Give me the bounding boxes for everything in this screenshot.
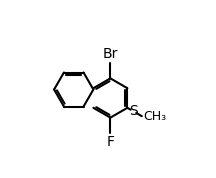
Text: S: S bbox=[129, 104, 138, 118]
Text: F: F bbox=[106, 135, 114, 149]
Text: Br: Br bbox=[103, 47, 118, 61]
Text: CH₃: CH₃ bbox=[143, 110, 166, 123]
